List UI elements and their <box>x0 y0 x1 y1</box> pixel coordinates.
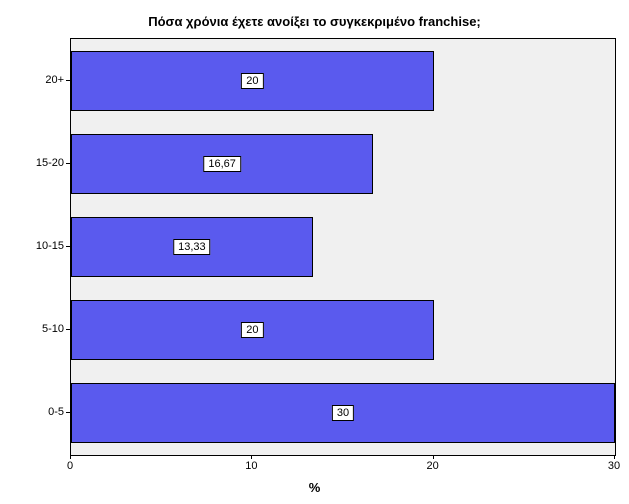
bar-value-label: 13,33 <box>173 239 211 255</box>
bar-value-label: 20 <box>241 73 263 89</box>
bar-value-label: 16,67 <box>203 156 241 172</box>
x-tick <box>614 455 615 459</box>
y-tick <box>66 329 70 330</box>
y-tick-label: 20+ <box>45 74 64 86</box>
x-tick-label: 0 <box>67 460 73 472</box>
y-tick-label: 15-20 <box>36 157 64 169</box>
x-axis-label: % <box>0 480 629 495</box>
x-tick <box>433 455 434 459</box>
x-tick-label: 10 <box>245 460 257 472</box>
x-tick-label: 20 <box>427 460 439 472</box>
chart-container: Πόσα χρόνια έχετε ανοίξει το συγκεκριμέν… <box>0 0 629 504</box>
y-tick <box>66 246 70 247</box>
x-tick <box>251 455 252 459</box>
y-tick <box>66 80 70 81</box>
bar-value-label: 20 <box>241 322 263 338</box>
bar-value-label: 30 <box>332 405 354 421</box>
chart-title: Πόσα χρόνια έχετε ανοίξει το συγκεκριμέν… <box>0 14 629 29</box>
y-tick-label: 10-15 <box>36 240 64 252</box>
y-tick <box>66 412 70 413</box>
x-tick <box>70 455 71 459</box>
y-tick-label: 0-5 <box>48 406 64 418</box>
x-tick-label: 30 <box>608 460 620 472</box>
plot-area: 30 20 13,33 16,67 20 <box>70 38 616 456</box>
y-tick <box>66 163 70 164</box>
y-tick-label: 5-10 <box>42 323 64 335</box>
